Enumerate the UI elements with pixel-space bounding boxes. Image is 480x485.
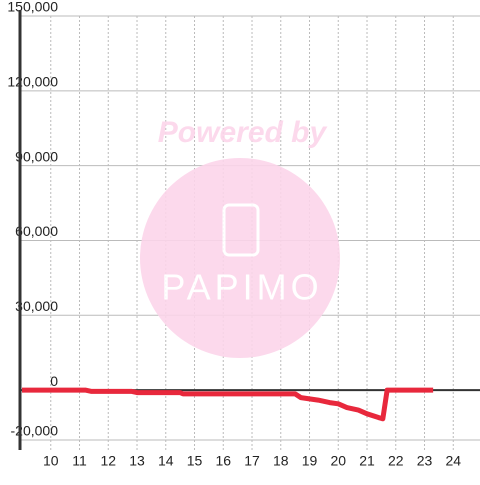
watermark-title: Powered by: [158, 116, 328, 149]
y-tick-label: 120,000: [7, 74, 58, 90]
x-tick-label: 19: [302, 453, 318, 469]
x-tick-label: 21: [359, 453, 375, 469]
watermark-circle: [140, 158, 340, 358]
x-tick-label: 13: [129, 453, 145, 469]
y-tick-label: 60,000: [15, 223, 58, 239]
x-tick-label: 14: [158, 453, 174, 469]
x-tick-label: 20: [330, 453, 346, 469]
watermark: Powered by PAPIMO: [140, 116, 340, 358]
y-tick-label: -20,000: [11, 423, 59, 439]
x-tick-label: 15: [187, 453, 203, 469]
x-tick-label: 11: [72, 453, 87, 469]
watermark-icon: [222, 203, 260, 257]
watermark-brand: PAPIMO: [161, 267, 322, 308]
y-tick-label: 150,000: [7, 0, 58, 15]
y-tick-label: 0: [50, 373, 58, 389]
y-tick-label: 30,000: [15, 298, 58, 314]
x-tick-label: 18: [273, 453, 289, 469]
y-tick-label: 90,000: [15, 148, 58, 164]
x-tick-label: 16: [215, 453, 231, 469]
x-tick-label: 22: [388, 453, 404, 469]
x-tick-label: 12: [100, 453, 116, 469]
x-tick-label: 10: [43, 453, 59, 469]
data-line: [22, 387, 434, 422]
x-tick-label: 17: [244, 453, 260, 469]
x-tick-label: 23: [417, 453, 433, 469]
x-tick-label: 24: [445, 453, 461, 469]
